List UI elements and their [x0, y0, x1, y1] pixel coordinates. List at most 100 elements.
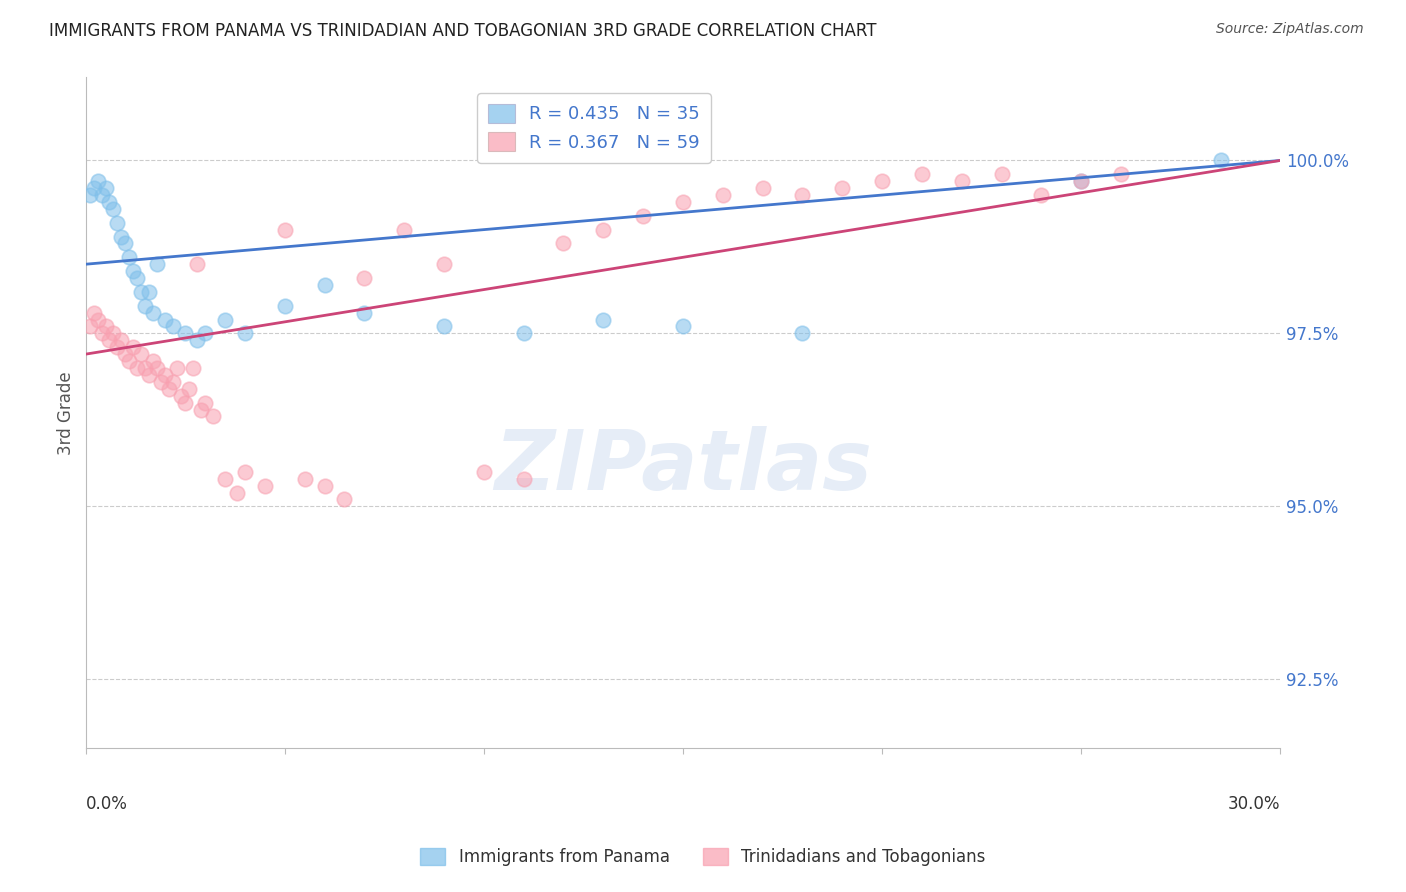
Point — [631, 209, 654, 223]
Point — [194, 395, 217, 409]
Point — [114, 236, 136, 251]
Point — [186, 257, 208, 271]
Point — [79, 188, 101, 202]
Point — [314, 478, 336, 492]
Point — [138, 368, 160, 382]
Point — [472, 465, 495, 479]
Point — [870, 174, 893, 188]
Text: IMMIGRANTS FROM PANAMA VS TRINIDADIAN AND TOBAGONIAN 3RD GRADE CORRELATION CHART: IMMIGRANTS FROM PANAMA VS TRINIDADIAN AN… — [49, 22, 877, 40]
Point — [138, 285, 160, 299]
Point — [83, 306, 105, 320]
Point — [146, 361, 169, 376]
Point — [233, 326, 256, 341]
Point — [134, 299, 156, 313]
Point — [202, 409, 225, 424]
Point — [226, 485, 249, 500]
Point — [314, 277, 336, 292]
Point — [83, 181, 105, 195]
Point — [98, 194, 121, 209]
Point — [110, 229, 132, 244]
Point — [911, 167, 934, 181]
Text: 0.0%: 0.0% — [86, 796, 128, 814]
Point — [1209, 153, 1232, 168]
Point — [1109, 167, 1132, 181]
Point — [110, 334, 132, 348]
Point — [155, 368, 177, 382]
Point — [792, 188, 814, 202]
Point — [86, 312, 108, 326]
Point — [90, 326, 112, 341]
Point — [162, 375, 184, 389]
Point — [950, 174, 973, 188]
Point — [333, 492, 356, 507]
Point — [103, 326, 125, 341]
Point — [592, 222, 614, 236]
Point — [127, 271, 149, 285]
Point — [353, 306, 375, 320]
Point — [107, 340, 129, 354]
Text: Source: ZipAtlas.com: Source: ZipAtlas.com — [1216, 22, 1364, 37]
Point — [122, 340, 145, 354]
Point — [127, 361, 149, 376]
Point — [672, 194, 695, 209]
Point — [1070, 174, 1092, 188]
Point — [181, 361, 204, 376]
Point — [512, 326, 534, 341]
Point — [194, 326, 217, 341]
Point — [150, 375, 173, 389]
Point — [1070, 174, 1092, 188]
Point — [186, 334, 208, 348]
Point — [98, 334, 121, 348]
Point — [174, 326, 197, 341]
Point — [553, 236, 575, 251]
Point — [174, 395, 197, 409]
Point — [592, 312, 614, 326]
Point — [353, 271, 375, 285]
Point — [118, 354, 141, 368]
Point — [131, 285, 153, 299]
Point — [146, 257, 169, 271]
Point — [94, 181, 117, 195]
Text: 30.0%: 30.0% — [1227, 796, 1281, 814]
Point — [792, 326, 814, 341]
Point — [162, 319, 184, 334]
Point — [134, 361, 156, 376]
Point — [118, 250, 141, 264]
Point — [392, 222, 415, 236]
Point — [214, 472, 236, 486]
Point — [79, 319, 101, 334]
Legend: Immigrants from Panama, Trinidadians and Tobagonians: Immigrants from Panama, Trinidadians and… — [412, 840, 994, 875]
Point — [990, 167, 1012, 181]
Point — [273, 299, 295, 313]
Point — [672, 319, 695, 334]
Point — [711, 188, 734, 202]
Point — [155, 312, 177, 326]
Text: ZIPatlas: ZIPatlas — [494, 426, 872, 508]
Point — [751, 181, 773, 195]
Point — [142, 354, 165, 368]
Point — [433, 319, 456, 334]
Point — [190, 402, 212, 417]
Point — [103, 202, 125, 216]
Point — [214, 312, 236, 326]
Point — [86, 174, 108, 188]
Point — [94, 319, 117, 334]
Point — [294, 472, 316, 486]
Point — [142, 306, 165, 320]
Point — [273, 222, 295, 236]
Point — [433, 257, 456, 271]
Point — [107, 216, 129, 230]
Legend: R = 0.435   N = 35, R = 0.367   N = 59: R = 0.435 N = 35, R = 0.367 N = 59 — [477, 93, 711, 162]
Point — [831, 181, 853, 195]
Point — [90, 188, 112, 202]
Point — [233, 465, 256, 479]
Point — [122, 264, 145, 278]
Point — [166, 361, 188, 376]
Point — [253, 478, 276, 492]
Point — [157, 382, 180, 396]
Point — [170, 389, 193, 403]
Point — [131, 347, 153, 361]
Y-axis label: 3rd Grade: 3rd Grade — [58, 371, 75, 455]
Point — [1031, 188, 1053, 202]
Point — [114, 347, 136, 361]
